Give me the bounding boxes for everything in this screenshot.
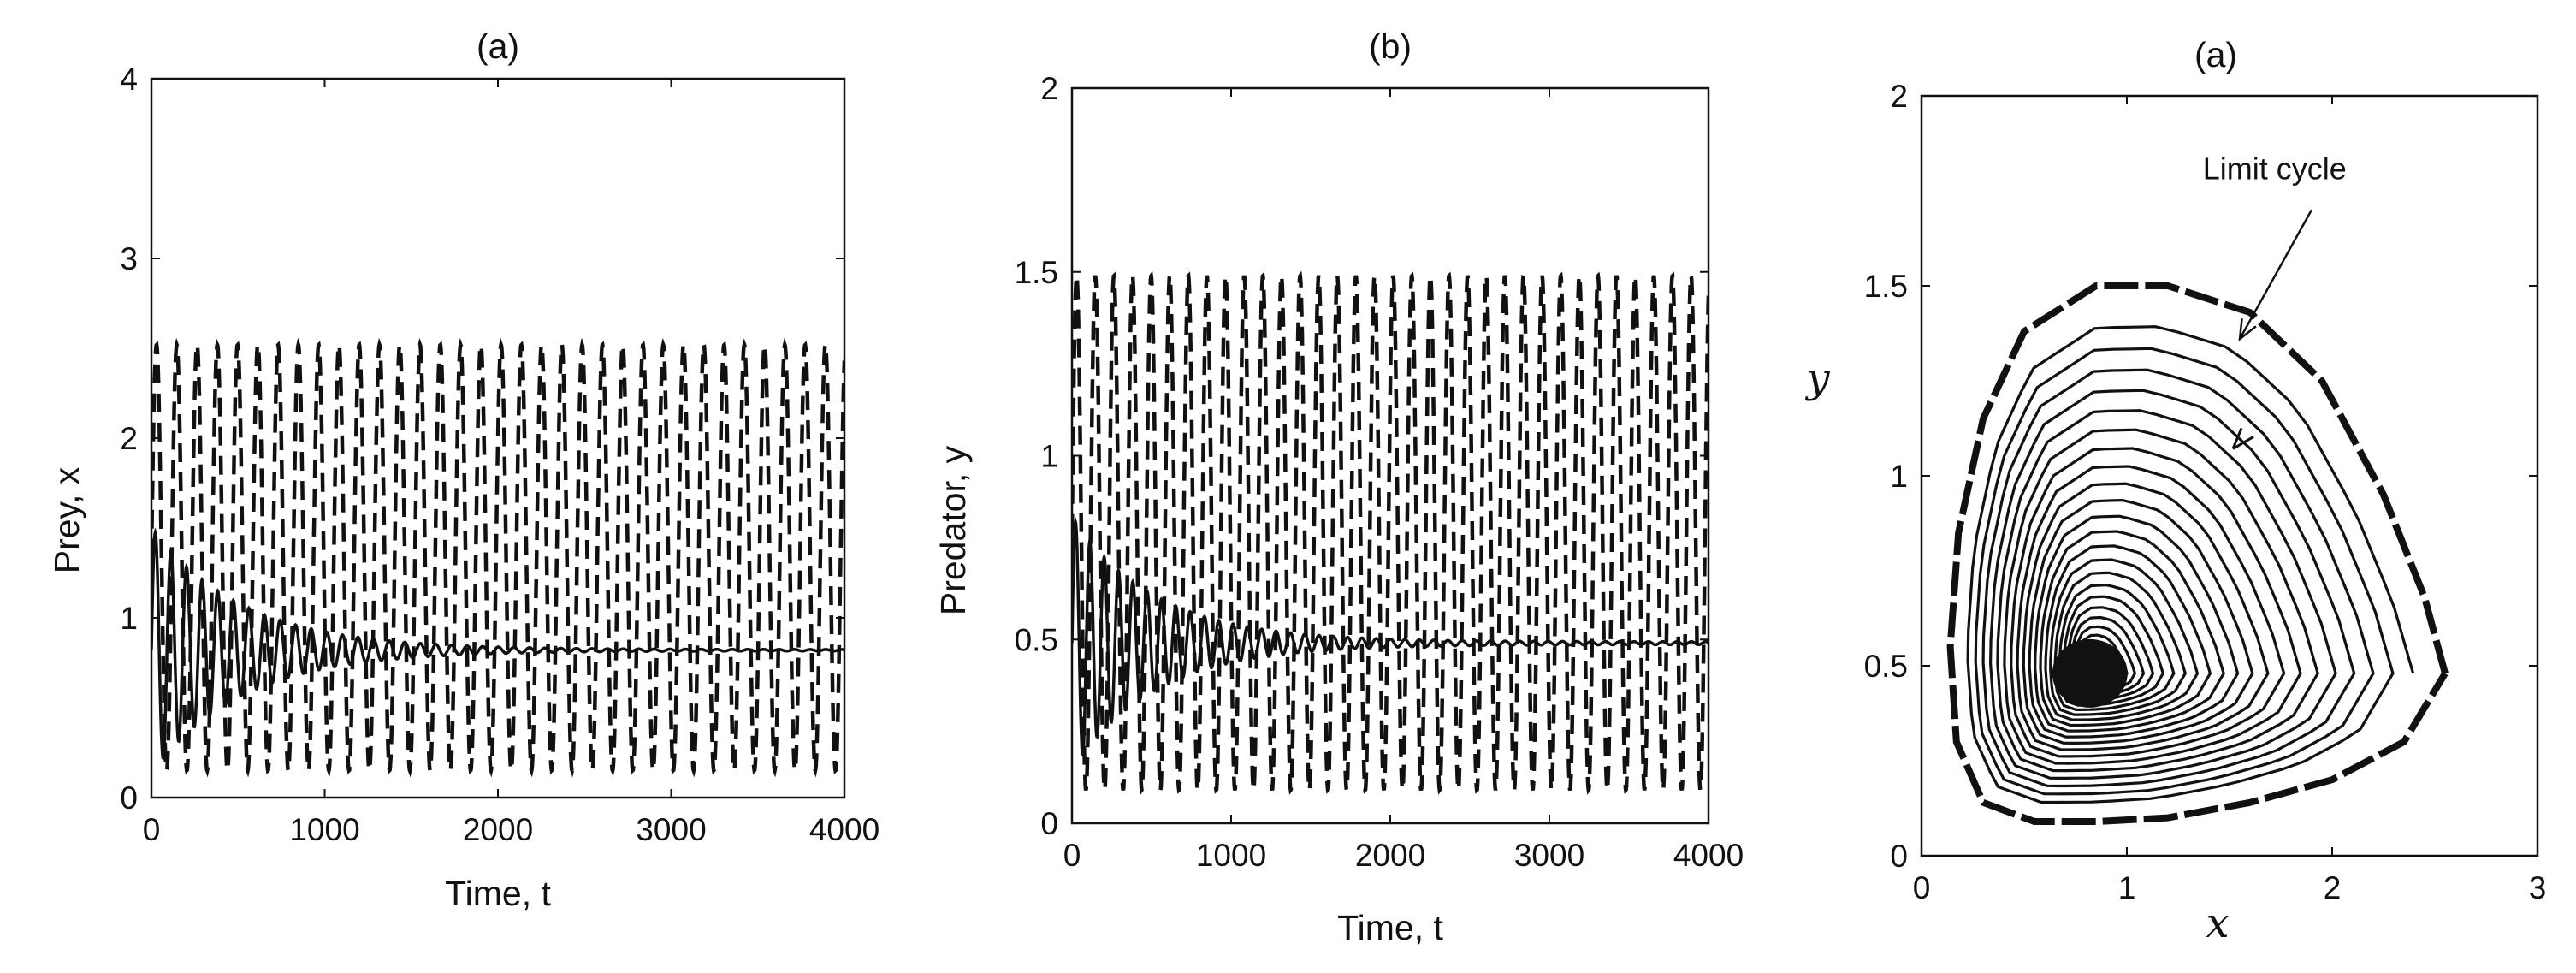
- x-tick-label: 2000: [463, 812, 533, 847]
- y-tick-label: 3: [120, 241, 138, 276]
- plot-area: [1070, 86, 1710, 825]
- y-tick-label: 0: [1890, 839, 1908, 874]
- panel-title: (a): [2194, 35, 2237, 74]
- y-tick-label: 0.5: [1015, 622, 1058, 657]
- x-tick-label: 3: [2529, 870, 2547, 905]
- y-tick-label: 1.5: [1015, 255, 1058, 290]
- y-tick-label: 1: [1890, 459, 1908, 494]
- series-line-damped: [151, 527, 844, 761]
- plot-area: [1920, 94, 2539, 857]
- x-tick-label: 1000: [289, 812, 359, 847]
- x-tick-label: 0: [1063, 838, 1081, 873]
- tick-labels: 0 1000 2000 3000 4000 0 1 2 3 4: [120, 62, 879, 847]
- series-line-sustained: [151, 337, 844, 778]
- y-tick-label: 1.5: [1864, 269, 1908, 304]
- panel-title: (b): [1369, 27, 1412, 66]
- x-tick-label: 0: [143, 812, 161, 847]
- panel-phase-portrait: (a) x y 0 1 2 3 0 0.5 1 1.5 2 Limit cycle: [1804, 35, 2546, 947]
- y-axis-label: Prey, x: [47, 466, 86, 573]
- x-tick-label: 1: [2118, 870, 2136, 905]
- x-tick-label: 3000: [1514, 838, 1584, 873]
- x-tick-label: 1000: [1196, 838, 1266, 873]
- x-tick-label: 3000: [636, 812, 706, 847]
- y-tick-label: 1: [120, 601, 138, 636]
- spiral-trajectory: [1966, 325, 2415, 804]
- series-line-damped: [1072, 516, 1708, 756]
- tick-labels: 0 1000 2000 3000 4000 0 0.5 1 1.5 2: [1015, 71, 1744, 873]
- y-tick-label: 2: [1040, 71, 1058, 106]
- annotation-layer: Limit cycle: [2203, 151, 2347, 341]
- limit-cycle-line: [1946, 282, 2449, 825]
- panel-predator-time-series: (b) Time, t Predator, y 0 1000 2000 3000 400…: [933, 27, 1744, 947]
- y-axis-label: Predator, y: [933, 445, 973, 615]
- x-tick-label: 4000: [1673, 838, 1744, 873]
- x-tick-label: 4000: [809, 812, 879, 847]
- y-axis-label: y: [1804, 354, 1830, 402]
- equilibrium-point: [2052, 638, 2128, 708]
- y-tick-label: 2: [120, 421, 138, 456]
- y-tick-label: 0.5: [1864, 649, 1908, 684]
- panel-prey-time-series: (a) Time, t Prey, x 0 1000 2000 3000 4000 0 1 2…: [47, 27, 879, 913]
- plot-area: [150, 77, 846, 799]
- y-tick-label: 2: [1890, 79, 1908, 114]
- series-line-sustained: [1072, 270, 1708, 795]
- tick-labels: 0 1 2 3 0 0.5 1 1.5 2: [1864, 79, 2547, 905]
- annotation-text: Limit cycle: [2203, 151, 2347, 187]
- x-tick-label: 0: [1913, 870, 1931, 905]
- x-axis-label: Time, t: [445, 874, 551, 913]
- axes-frame: [1920, 94, 2539, 857]
- x-axis-label: Time, t: [1337, 908, 1443, 947]
- x-axis-label: x: [2206, 899, 2229, 947]
- y-tick-label: 1: [1040, 439, 1058, 474]
- x-tick-label: 2000: [1355, 838, 1425, 873]
- direction-arrow: [2231, 427, 2254, 450]
- y-tick-label: 0: [120, 780, 138, 816]
- panel-title: (a): [477, 27, 519, 66]
- annotation-arrow-line: [2238, 209, 2313, 340]
- y-tick-label: 4: [120, 62, 138, 97]
- y-tick-label: 0: [1040, 806, 1058, 841]
- annotation-arrow-head: [2238, 318, 2257, 341]
- x-tick-label: 2: [2324, 870, 2342, 905]
